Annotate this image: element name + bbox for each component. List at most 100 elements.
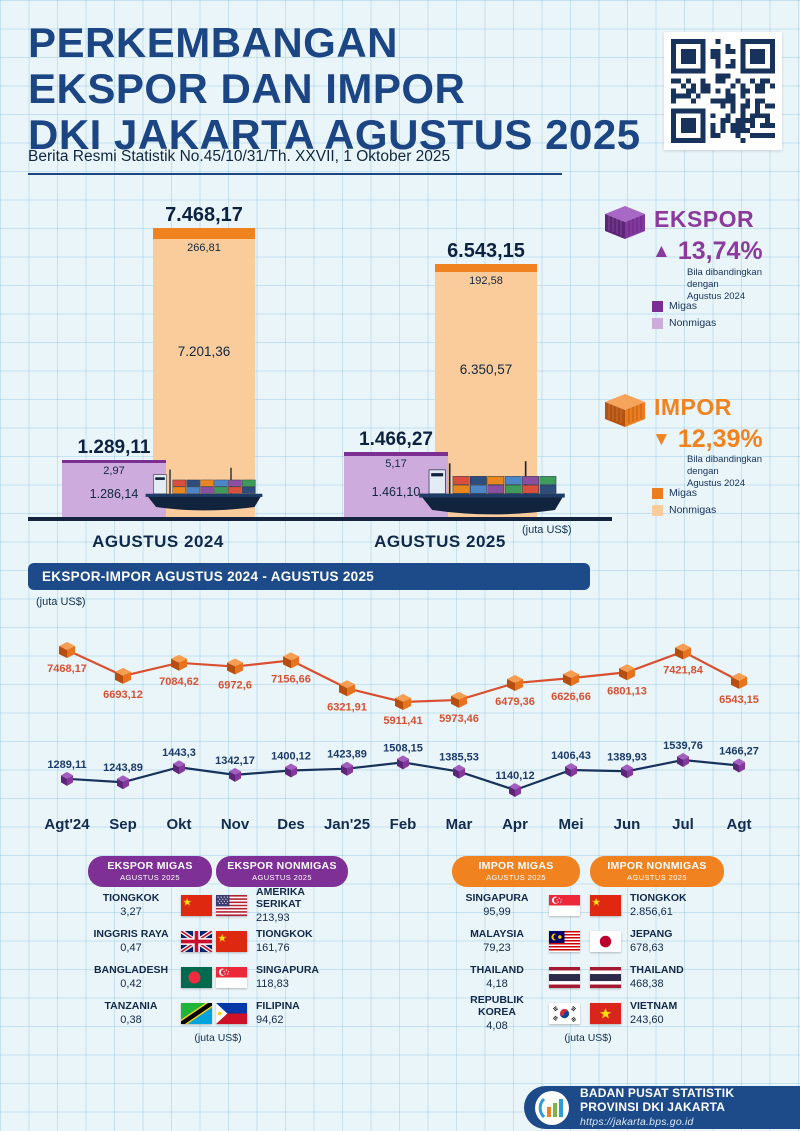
impor-marker-container-icon [731, 672, 747, 689]
country-name: VIETNAM [630, 1000, 678, 1012]
impor-value-label: 5973,46 [439, 713, 479, 725]
country-value: 4,18 [486, 978, 508, 990]
impor-percentage: 12,39% [677, 425, 763, 453]
table-row: BANGLADESH 0,42 [88, 959, 212, 995]
impor-comparison-note: Bila dibandingkan dengan Agustus 2024 [687, 454, 763, 489]
table-title: IMPOR MIGAS [478, 860, 554, 872]
country-name: TIONGKOK [102, 892, 160, 904]
country-name: INGGRIS RAYA [93, 928, 169, 940]
impor-value-label: 6972,6 [218, 680, 252, 692]
table-subtitle: AGUSTUS 2025 [486, 873, 546, 882]
footer-org-line1: BADAN PUSAT STATISTIK [580, 1086, 735, 1101]
table-header: EKSPOR NONMIGAS AGUSTUS 2025 [216, 856, 348, 887]
country-value: 94,62 [256, 1014, 284, 1026]
impor-migas-label: Migas [669, 487, 698, 499]
page-title-line-3: DKI JAKARTA AGUSTUS 2025 [28, 111, 641, 158]
country-value: 468,38 [630, 978, 664, 990]
country-name: MALAYSIA [470, 928, 524, 940]
ekspor-marker-cube-icon [285, 763, 297, 778]
line-unit-label: (juta US$) [36, 596, 86, 608]
country-value: 0,47 [120, 942, 142, 954]
impor-value-label: 6479,36 [495, 696, 535, 708]
ekspor-migas-swatch [652, 300, 663, 312]
table-row: SINGAPURA 118,83 [216, 959, 348, 995]
table-header: IMPOR NONMIGAS AGUSTUS 2025 [590, 856, 724, 887]
country-value: 79,23 [483, 942, 511, 954]
category-label-2025: AGUSTUS 2025 [374, 532, 506, 551]
axis-baseline [28, 517, 612, 521]
country-value: 243,60 [630, 1014, 664, 1026]
table-row-text: THAILAND 4,18 [452, 964, 542, 990]
ekspor-value-label: 1466,27 [719, 746, 759, 758]
bar-unit-label: (juta US$) [522, 524, 572, 536]
table-row-text: INGGRIS RAYA 0,47 [88, 928, 174, 954]
table-header: EKSPOR MIGAS AGUSTUS 2025 [88, 856, 212, 887]
table-row-text: TIONGKOK 2.856,61 [628, 892, 724, 918]
flag-sg [216, 966, 247, 988]
flag-tz [181, 1002, 212, 1024]
table-row-text: AMERIKA SERIKAT 213,93 [254, 886, 348, 924]
impor-2025-bar: 192,58 6.350,57 [435, 264, 537, 518]
country-value: 678,63 [630, 942, 664, 954]
ekspor-2024-migas-value: 2,97 [103, 465, 125, 477]
flag-my [549, 930, 580, 952]
country-name: REPUBLIK KOREA [470, 994, 524, 1018]
table-impor-nonmigas: IMPOR NONMIGAS AGUSTUS 2025 TIONGKOK 2.85… [590, 856, 724, 1031]
table-row-text: REPUBLIK KOREA 4,08 [452, 994, 542, 1032]
ekspor-nonmigas-label: Nonmigas [669, 317, 717, 329]
ekspor-value-label: 1508,15 [383, 742, 423, 754]
table-row: TIONGKOK 2.856,61 [590, 887, 724, 923]
impor-nonmigas-label: Nonmigas [669, 504, 717, 516]
qr-code-pattern [671, 39, 775, 143]
ekspor-value-label: 1389,93 [607, 751, 647, 763]
line-chart-banner: EKSPOR-IMPOR AGUSTUS 2024 - AGUSTUS 2025 [28, 563, 590, 590]
impor-marker-container-icon [563, 670, 579, 687]
ekspor-value-label: 1539,76 [663, 740, 703, 752]
impor-legend-nonmigas: Nonmigas [652, 504, 716, 516]
impor-2024-total: 7.468,17 [165, 204, 243, 226]
month-label: Mar [446, 816, 473, 833]
month-label: Jul [672, 816, 694, 833]
table-row-text: SINGAPURA 118,83 [254, 964, 348, 990]
ekspor-value-label: 1443,3 [162, 747, 196, 759]
footer-website-url[interactable]: https://jakarta.bps.go.id [580, 1115, 694, 1128]
impor-marker-container-icon [451, 691, 467, 708]
flag-ph [216, 1002, 247, 1024]
ekspor-2025-nonmigas-value: 1.461,10 [371, 485, 421, 499]
cargo-ship [145, 467, 263, 511]
cargo-ship [419, 461, 565, 515]
month-label: Jun [614, 816, 641, 833]
down-arrow-icon: ▼ [652, 429, 671, 450]
impor-value-label: 7468,17 [47, 663, 87, 675]
table-title: EKSPOR MIGAS [107, 860, 193, 872]
qr-code [664, 32, 782, 150]
ekspor-comparison-note: Bila dibandingkan dengan Agustus 2024 [687, 267, 763, 302]
ekspor-value-label: 1406,43 [551, 750, 591, 762]
up-arrow-icon: ▲ [652, 241, 671, 262]
impor-2024-nonmigas-value: 7.201,36 [177, 344, 231, 359]
month-label: Agt [727, 816, 752, 833]
cargo-ship-illustration-2025 [416, 459, 568, 527]
table-row: FILIPINA 94,62 [216, 995, 348, 1031]
line-chart: 7468,17 1289,11 Agt'24 6693,12 1243,89 Sep 7… [44, 642, 759, 833]
flag-my-icon [549, 930, 580, 952]
flag-tz-icon [181, 1002, 212, 1024]
report-subtitle: Berita Resmi Statistik No.45/10/31/Th. X… [28, 148, 451, 165]
table-row-text: TANZANIA 0,38 [88, 1000, 174, 1026]
flag-th-icon [590, 966, 621, 988]
impor-value-label: 6693,12 [103, 689, 143, 701]
ekspor-marker-cube-icon [397, 755, 409, 770]
flag-cn [590, 894, 621, 916]
category-label-2024: AGUSTUS 2024 [92, 532, 224, 551]
impor-value-label: 6626,66 [551, 691, 591, 703]
ekspor-marker-cube-icon [565, 763, 577, 778]
country-value: 161,76 [256, 942, 290, 954]
table-row: THAILAND 4,18 [452, 959, 580, 995]
flag-th [590, 966, 621, 988]
footer-bar: BADAN PUSAT STATISTIK PROVINSI DKI JAKAR… [524, 1086, 800, 1129]
flag-us [216, 894, 247, 916]
ekspor-migas-label: Migas [669, 300, 698, 312]
page-title-line-1: PERKEMBANGAN [28, 19, 399, 66]
flag-jp-icon [590, 930, 621, 952]
